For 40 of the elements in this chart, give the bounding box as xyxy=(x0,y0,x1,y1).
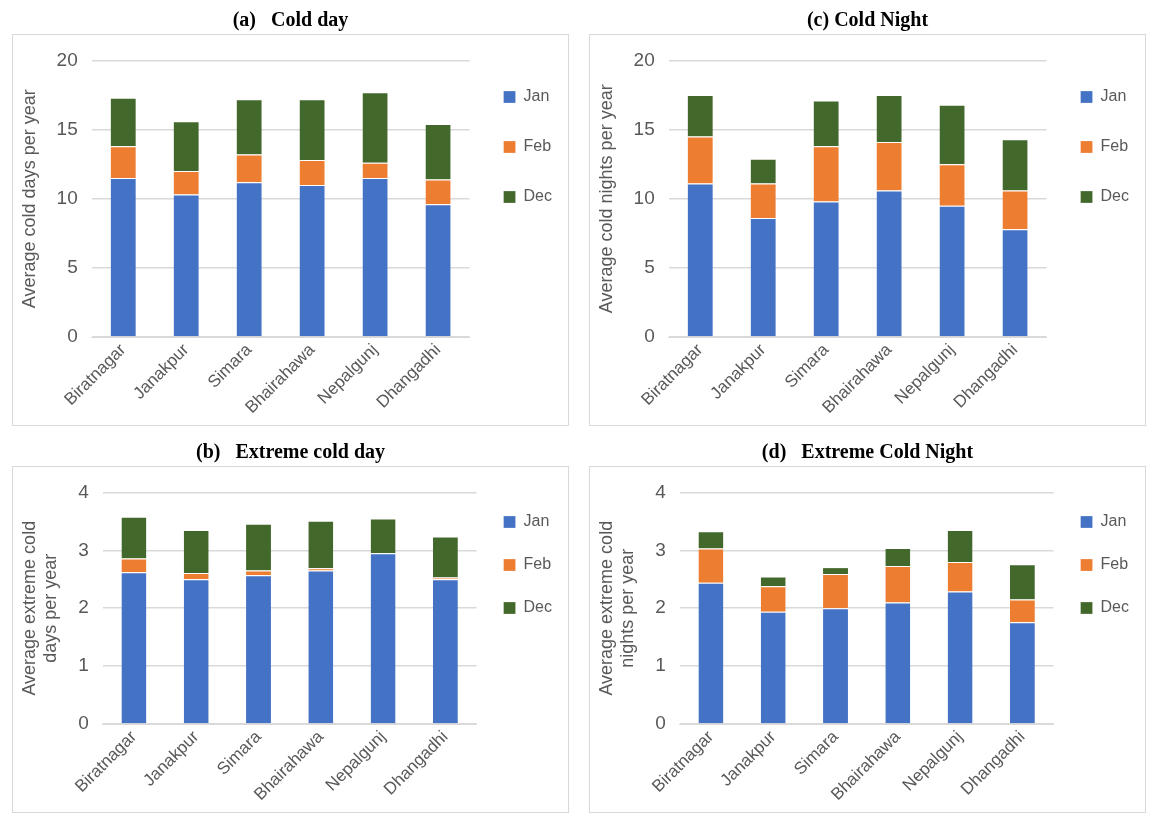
y-axis-title: Average cold nights per year xyxy=(595,84,616,314)
y-tick-label: 10 xyxy=(633,186,655,208)
legend-label: Dec xyxy=(1100,187,1129,205)
y-tick-label: 3 xyxy=(655,538,666,560)
legend-label: Jan xyxy=(1100,87,1127,105)
legend-label: Feb xyxy=(523,555,552,573)
legend-label: Dec xyxy=(523,598,552,616)
y-tick-label: 2 xyxy=(78,596,89,618)
y-tick-label: 4 xyxy=(655,480,667,502)
y-tick-label: 10 xyxy=(56,186,78,208)
y-tick-label: 0 xyxy=(78,712,89,734)
y-tick-label: 15 xyxy=(56,117,78,139)
y-tick-label: 5 xyxy=(644,256,655,278)
legend-label: Feb xyxy=(1100,555,1129,573)
y-tick-label: 3 xyxy=(78,538,89,560)
y-tick-label: 1 xyxy=(78,654,89,676)
legend-label: Feb xyxy=(523,137,552,155)
y-axis-title: Average extreme cold nights per year xyxy=(595,520,638,696)
y-tick-label: 5 xyxy=(67,256,78,278)
legend-label: Dec xyxy=(1100,598,1129,616)
y-axis-title: Average cold days per year xyxy=(18,89,39,309)
chart-title: (b) Extreme cold day xyxy=(195,440,386,465)
y-tick-label: 20 xyxy=(56,48,78,70)
y-tick-label: 0 xyxy=(67,325,78,347)
y-tick-label: 20 xyxy=(633,48,655,70)
y-tick-label: 15 xyxy=(633,117,655,139)
chart-title: (d) Extreme Cold Night xyxy=(761,440,974,465)
y-tick-label: 2 xyxy=(655,596,666,618)
legend-label: Jan xyxy=(523,87,550,105)
chart-title: (a) Cold day xyxy=(232,8,349,33)
y-tick-label: 0 xyxy=(644,325,655,347)
chart-title: (c) Cold Night xyxy=(806,8,929,33)
legend-label: Jan xyxy=(1100,512,1127,530)
y-axis-title: Average extreme cold days per year xyxy=(18,520,61,696)
y-tick-label: 4 xyxy=(78,480,90,502)
legend-label: Dec xyxy=(523,187,552,205)
legend-label: Feb xyxy=(1100,137,1129,155)
legend-label: Jan xyxy=(523,512,550,530)
y-tick-label: 0 xyxy=(655,712,666,734)
y-tick-label: 1 xyxy=(655,654,666,676)
